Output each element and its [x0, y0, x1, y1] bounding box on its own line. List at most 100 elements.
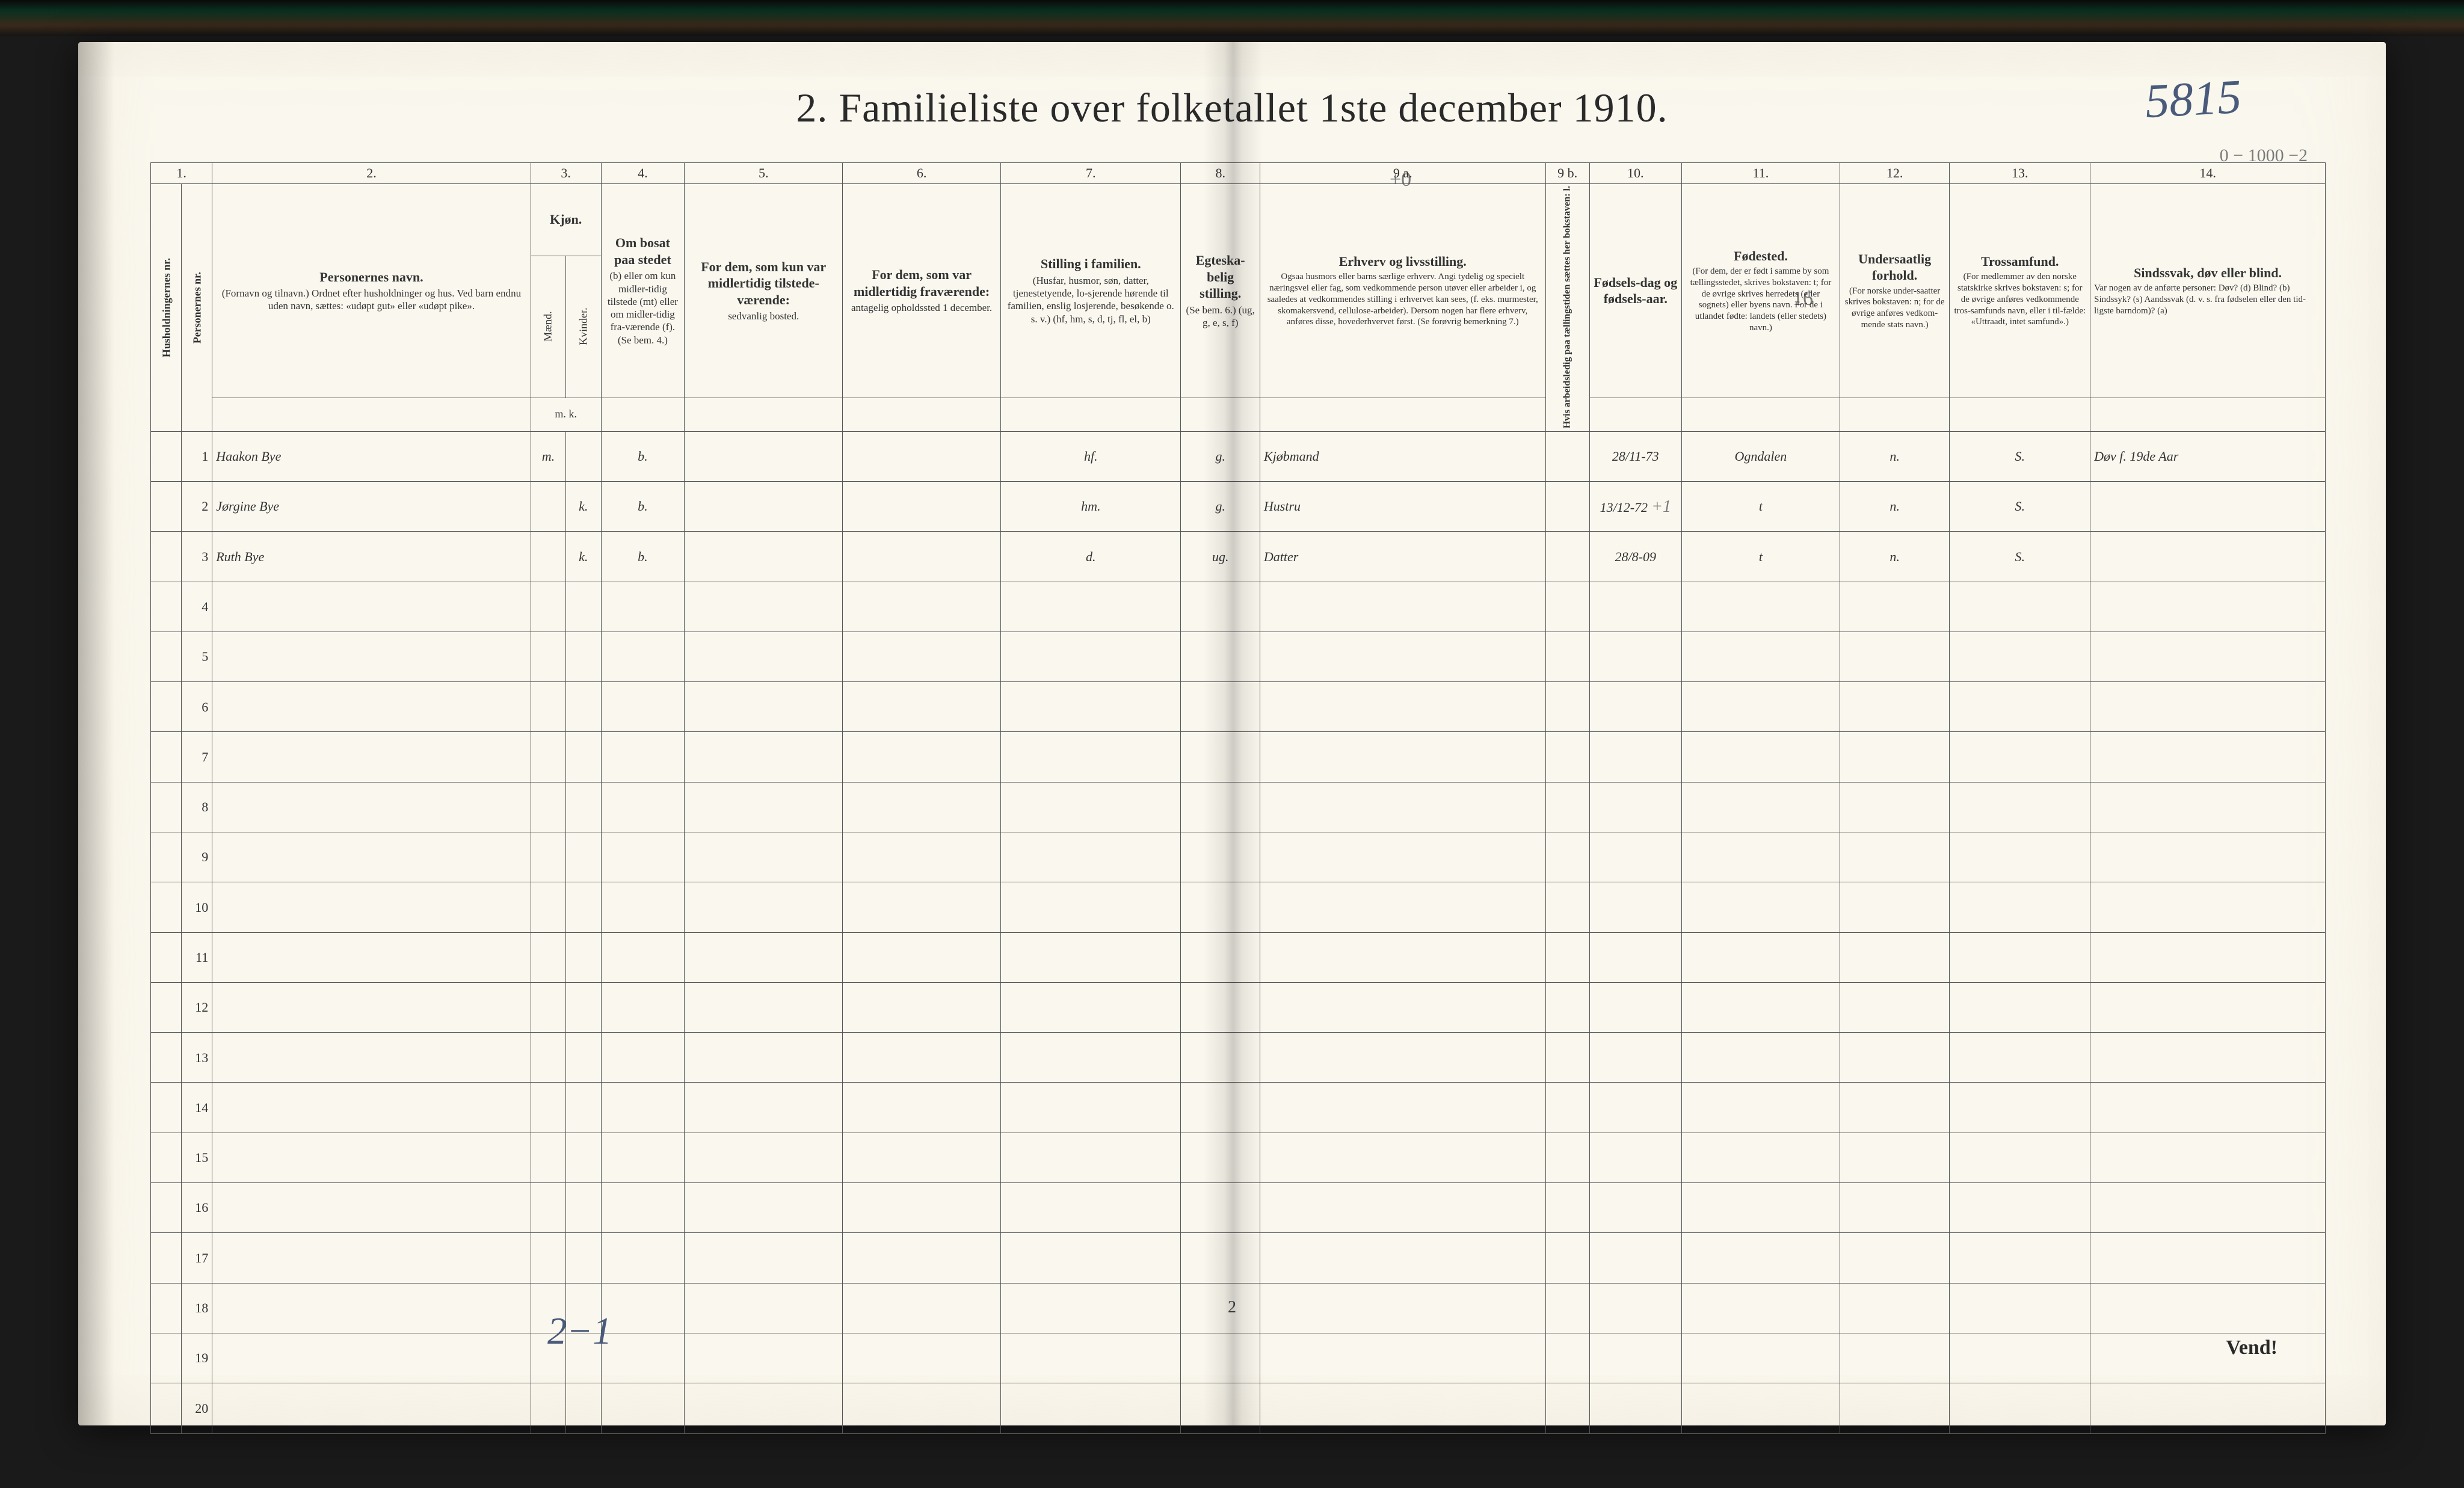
cell-empty — [1260, 782, 1545, 832]
cell-empty — [212, 732, 531, 782]
hdr-erhverv: Erhverv og livsstilling. Ogsaa husmors e… — [1260, 183, 1545, 398]
cell-empty — [1840, 1333, 1950, 1383]
cell-empty — [2090, 782, 2326, 832]
cell-empty — [685, 1383, 843, 1434]
cell-empty — [531, 732, 565, 782]
cell-empty — [1681, 732, 1840, 782]
table-row: 11 — [151, 932, 2326, 982]
cell-empty — [1950, 582, 2090, 632]
cell-empty — [1681, 1083, 1840, 1133]
cell-empty — [212, 1333, 531, 1383]
cell-empty — [1681, 932, 1840, 982]
cell-empty — [601, 782, 685, 832]
cell-bosat: b. — [601, 532, 685, 582]
cell-empty — [843, 932, 1001, 982]
cell-egtesk: g. — [1181, 482, 1260, 532]
cell-empty — [601, 1383, 685, 1434]
cell-empty — [1840, 932, 1950, 982]
cell-hushold — [151, 1183, 182, 1233]
cell-empty — [2090, 1033, 2326, 1083]
table-body: 1Haakon Byem.b.hf.g.Kjøbmand28/11-73Ognd… — [151, 431, 2326, 1433]
hdr-tros-sub: (For medlemmer av den norske statskirke … — [1953, 271, 2086, 328]
cell-empty — [1840, 1083, 1950, 1133]
cell-hushold — [151, 932, 182, 982]
cell-hushold — [151, 1133, 182, 1182]
cell-empty — [212, 582, 531, 632]
cell-empty — [212, 632, 531, 681]
cell-empty — [1545, 632, 1589, 681]
cell-empty — [1001, 632, 1181, 681]
cell-empty — [1545, 832, 1589, 882]
cell-empty — [2090, 682, 2326, 732]
table-row: 15 — [151, 1133, 2326, 1182]
cell-empty — [1001, 832, 1181, 882]
cell-hushold — [151, 431, 182, 481]
cell-erhverv: Kjøbmand — [1260, 431, 1545, 481]
cell-empty — [566, 682, 601, 732]
cell-egtesk: ug. — [1181, 532, 1260, 582]
cell-empty — [1001, 882, 1181, 932]
cell-empty — [1181, 1033, 1260, 1083]
colnum-14: 14. — [2090, 163, 2326, 184]
cell-empty — [1545, 1133, 1589, 1182]
cell-fodested: t — [1681, 532, 1840, 582]
cell-empty — [1840, 782, 1950, 832]
cell-empty — [1545, 732, 1589, 782]
cell-erhverv: Datter — [1260, 532, 1545, 582]
table-row: 16 — [151, 1183, 2326, 1233]
cell-empty — [1260, 982, 1545, 1032]
cell-empty — [1181, 1083, 1260, 1133]
hdr-navn-sub: (Fornavn og tilnavn.) Ordnet efter husho… — [216, 287, 526, 313]
cell-empty — [1001, 582, 1181, 632]
cell-empty — [2090, 632, 2326, 681]
hdr-stilling-title: Stilling i familien. — [1041, 256, 1141, 271]
cell-empty — [1260, 1133, 1545, 1182]
hdr-tilstede: For dem, som kun var midlertidig tilsted… — [685, 183, 843, 398]
cell-empty — [1589, 1333, 1681, 1383]
cell-empty — [212, 832, 531, 882]
cell-empty — [531, 632, 565, 681]
table-header: 1. 2. 3. 4. 5. 6. 7. 8. 9 a. 9 b. 10. 11… — [151, 163, 2326, 432]
cell-empty — [1260, 682, 1545, 732]
cell-empty — [531, 1083, 565, 1133]
cell-empty — [1181, 732, 1260, 782]
cell-empty — [601, 732, 685, 782]
cell-empty — [601, 1333, 685, 1383]
cell-hushold — [151, 582, 182, 632]
hdr-b4 — [601, 398, 685, 431]
cell-empty — [1681, 882, 1840, 932]
cell-c14: Døv f. 19de Aar — [2090, 431, 2326, 481]
cell-empty — [566, 982, 601, 1032]
cell-rownum: 14 — [182, 1083, 212, 1133]
cell-empty — [1950, 982, 2090, 1032]
cell-empty — [2090, 1183, 2326, 1233]
cell-empty — [1260, 582, 1545, 632]
cell-empty — [2090, 832, 2326, 882]
cell-empty — [1181, 632, 1260, 681]
cell-empty — [2090, 932, 2326, 982]
cell-fodselsdag: 28/8-09 — [1589, 532, 1681, 582]
cell-empty — [1001, 1333, 1181, 1383]
hdr-navn-blank — [212, 398, 531, 431]
cell-empty — [531, 982, 565, 1032]
cell-empty — [843, 832, 1001, 882]
cell-hushold — [151, 782, 182, 832]
cell-hushold — [151, 1083, 182, 1133]
cell-fodselsdag: 13/12-72+1 — [1589, 482, 1681, 532]
cell-empty — [601, 932, 685, 982]
cell-empty — [1589, 832, 1681, 882]
hdr-mk: m. k. — [531, 398, 601, 431]
cell-c5 — [685, 431, 843, 481]
cell-hushold — [151, 732, 182, 782]
hdr-bosat: Om bosat paa stedet (b) eller om kun mid… — [601, 183, 685, 398]
cell-empty — [685, 1083, 843, 1133]
cell-empty — [566, 932, 601, 982]
cell-empty — [843, 882, 1001, 932]
cell-empty — [566, 1233, 601, 1283]
cell-empty — [1545, 932, 1589, 982]
cell-empty — [1545, 1333, 1589, 1383]
cell-erhverv: Hustru — [1260, 482, 1545, 532]
cell-empty — [601, 1233, 685, 1283]
table-row: 4 — [151, 582, 2326, 632]
hdr-tros-title: Trossamfund. — [1981, 254, 2059, 269]
